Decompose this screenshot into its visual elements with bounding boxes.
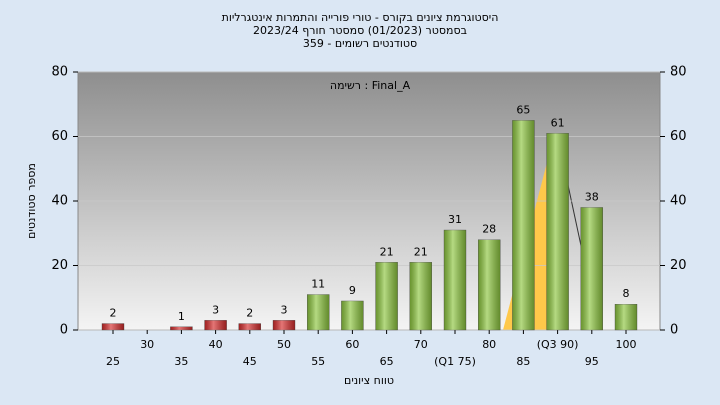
x-tick-label: (Q1 75) — [434, 355, 476, 368]
value-label: 28 — [482, 223, 496, 236]
bar-shade — [512, 120, 535, 330]
x-tick-label: 25 — [106, 355, 120, 368]
x-tick-label: 40 — [209, 338, 223, 351]
annotation: רשימה : Final_A — [330, 79, 411, 92]
x-tick-label: 55 — [311, 355, 325, 368]
x-tick-label: 60 — [345, 338, 359, 351]
bar-shade — [341, 300, 364, 330]
y-tick-label: 20 — [51, 258, 68, 273]
y2-tick-label: 0 — [670, 323, 678, 338]
x-tick-label: 70 — [414, 338, 428, 351]
bar-shade — [170, 326, 193, 330]
bar-shade — [307, 294, 330, 330]
y-axis-label: מספר סטודנטים — [25, 163, 38, 239]
value-label: 9 — [349, 284, 356, 297]
value-label: 65 — [516, 103, 530, 116]
y2-tick-label: 20 — [670, 258, 687, 273]
x-tick-label: (Q3 90) — [537, 338, 579, 351]
value-label: 61 — [551, 116, 565, 129]
x-tick-label: 45 — [243, 355, 257, 368]
y-tick-label: 0 — [60, 323, 68, 338]
x-tick-label: 35 — [174, 355, 188, 368]
title: בסמסטר (01/2023) סמסטר חורף 2023/24 — [253, 24, 467, 37]
bar-shade — [546, 133, 569, 330]
x-tick-label: 65 — [380, 355, 394, 368]
value-label: 2 — [110, 307, 117, 320]
y-tick-label: 60 — [51, 129, 68, 144]
x-tick-label: 100 — [616, 338, 637, 351]
bar-shade — [478, 239, 501, 330]
bar-shade — [615, 304, 637, 330]
value-label: 11 — [311, 278, 325, 291]
y2-tick-label: 80 — [670, 65, 687, 80]
value-label: 2 — [246, 307, 253, 320]
bar-shade — [375, 262, 398, 330]
x-tick-label: 30 — [140, 338, 154, 351]
bar-shade — [238, 323, 261, 330]
bar-shade — [580, 207, 603, 330]
bar-shade — [409, 262, 432, 330]
y-tick-label: 40 — [51, 194, 68, 209]
value-label: 31 — [448, 213, 462, 226]
value-label: 21 — [414, 245, 428, 258]
y2-tick-label: 40 — [670, 194, 687, 209]
y2-tick-label: 60 — [670, 129, 687, 144]
x-tick-label: 80 — [482, 338, 496, 351]
x-tick-label: 50 — [277, 338, 291, 351]
value-label: 1 — [178, 310, 185, 323]
bar-shade — [444, 230, 466, 330]
value-label: 38 — [585, 190, 599, 203]
bar-shade — [204, 320, 227, 330]
bar-shade — [102, 323, 124, 330]
x-tick-label: 85 — [516, 355, 530, 368]
value-label: 3 — [212, 303, 219, 316]
x-axis-label: טווח ציונים — [344, 374, 394, 387]
title: היסטוגרמת ציונים בקורס - טורי פורייה והת… — [222, 11, 499, 24]
value-label: 3 — [281, 303, 288, 316]
y-tick-label: 80 — [51, 65, 68, 80]
value-label: 21 — [380, 245, 394, 258]
x-tick-label: 95 — [585, 355, 599, 368]
quartile-line — [567, 184, 584, 256]
value-label: 8 — [623, 287, 630, 300]
bar-shade — [273, 320, 295, 330]
title: סטודנטים רשומים - 359 — [303, 37, 417, 50]
